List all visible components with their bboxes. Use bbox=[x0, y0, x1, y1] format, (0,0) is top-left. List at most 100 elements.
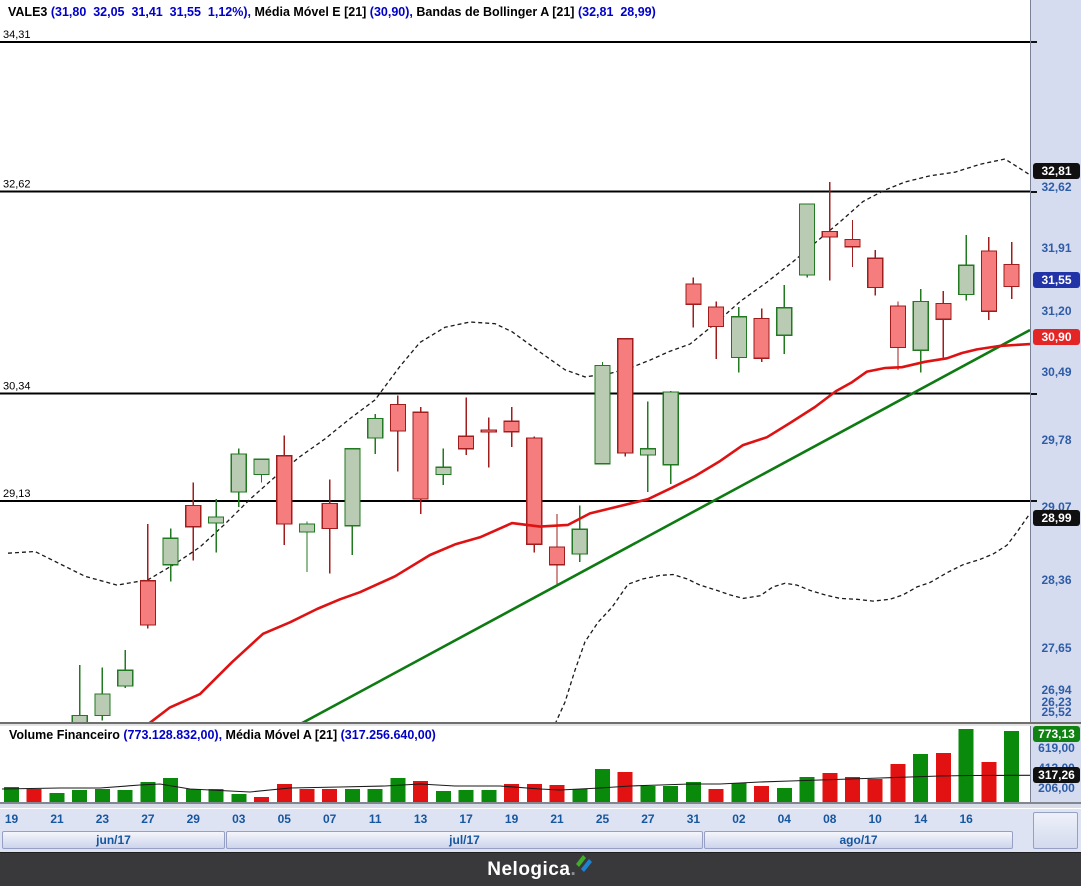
axis-price-label: 619,00 bbox=[1038, 741, 1075, 755]
price-level-label: 32,62 bbox=[3, 179, 31, 191]
candle bbox=[935, 302, 952, 320]
date-tick-label: 04 bbox=[777, 812, 791, 826]
axis-price-badge: 32,81 bbox=[1033, 163, 1080, 179]
volume-bar bbox=[4, 787, 19, 802]
chart-title: VALE3 (31,80 32,05 31,41 31,55 1,12%), M… bbox=[8, 5, 656, 19]
volume-bar bbox=[526, 784, 542, 802]
title-segment: VALE3 bbox=[8, 5, 51, 19]
candle bbox=[889, 305, 907, 349]
candle bbox=[639, 448, 657, 456]
volume-bar bbox=[254, 797, 269, 802]
title-segment: Média Móvel A [21] bbox=[225, 728, 341, 742]
volume-bar bbox=[981, 762, 997, 802]
date-tick-label: 02 bbox=[732, 812, 746, 826]
axis-price-label: 206,00 bbox=[1038, 781, 1075, 795]
axis-price-label: 31,20 bbox=[1041, 304, 1072, 318]
volume-bar bbox=[640, 786, 656, 802]
price-level-label: 30,34 bbox=[3, 381, 31, 393]
title-segment: (30,90), bbox=[369, 5, 417, 19]
volume-bar bbox=[958, 728, 974, 802]
volume-bar bbox=[344, 789, 360, 802]
date-tick-label: 14 bbox=[914, 812, 928, 826]
volume-bar bbox=[617, 772, 633, 802]
volume-bar bbox=[572, 789, 588, 802]
title-segment: (773.128.832,00), bbox=[123, 728, 226, 742]
date-tick-label: 11 bbox=[368, 812, 382, 826]
volume-bar bbox=[231, 794, 247, 802]
date-tick-label: 10 bbox=[868, 812, 882, 826]
candle bbox=[367, 418, 384, 439]
volume-bar bbox=[731, 783, 747, 802]
candle bbox=[185, 504, 202, 528]
axis-price-label: 32,62 bbox=[1041, 180, 1072, 194]
candle bbox=[798, 203, 816, 276]
volume-bar bbox=[299, 789, 315, 802]
axis-price-badge: 30,90 bbox=[1033, 329, 1080, 345]
month-cell: jun/17 bbox=[2, 831, 225, 849]
axis-price-label: 26,94 bbox=[1041, 683, 1072, 697]
date-axis[interactable]: 19 21 23 27 29 03 05 07 11 13 17 19 21 25 27 31 02 04 08 10… bbox=[0, 809, 1081, 852]
volume-bar bbox=[49, 793, 65, 802]
candle bbox=[276, 455, 293, 525]
candle bbox=[435, 466, 452, 475]
volume-bar bbox=[458, 790, 474, 802]
volume-bar bbox=[776, 788, 792, 802]
axis-price-badge: 31,55 bbox=[1033, 272, 1080, 288]
candle bbox=[162, 537, 179, 566]
candle bbox=[208, 516, 225, 524]
candle bbox=[821, 231, 838, 238]
candle bbox=[389, 403, 406, 432]
candle bbox=[321, 503, 338, 530]
pane-splitter[interactable] bbox=[0, 722, 1081, 726]
price-axis[interactable]: 32,62 31,91 31,20 30,49 29,78 29,07 28,36 27,65… bbox=[1030, 0, 1081, 852]
volume-bar bbox=[663, 786, 679, 802]
footer: Nelogica. bbox=[0, 852, 1081, 886]
date-tick-label: 25 bbox=[595, 812, 610, 826]
candle bbox=[548, 546, 566, 566]
candle bbox=[117, 669, 134, 687]
price-chart[interactable]: 34,31 32,62 30,34 29,13 bbox=[0, 0, 1030, 722]
date-tick-label: 27 bbox=[141, 812, 155, 826]
volume-bar bbox=[685, 782, 701, 802]
axis-price-label: 31,91 bbox=[1041, 241, 1072, 255]
candle bbox=[503, 420, 520, 433]
volume-bar bbox=[549, 785, 565, 802]
volume-bar bbox=[1004, 731, 1020, 802]
date-tick-label: 31 bbox=[686, 812, 701, 826]
price-pane[interactable]: 34,31 32,62 30,34 29,13 bbox=[0, 0, 1030, 722]
price-level-label: 34,31 bbox=[3, 29, 31, 41]
axis-price-badge: 28,99 bbox=[1033, 510, 1080, 526]
candle bbox=[912, 301, 929, 351]
date-tick-label: 21 bbox=[50, 812, 64, 826]
axis-tick bbox=[1031, 499, 1037, 502]
candle bbox=[139, 580, 156, 626]
volume-bar bbox=[595, 769, 610, 802]
candle bbox=[412, 411, 429, 500]
date-tick-label: 03 bbox=[232, 812, 246, 826]
volume-bar bbox=[94, 789, 110, 802]
date-tick-label: 23 bbox=[95, 812, 110, 826]
candle bbox=[253, 458, 270, 475]
date-tick-label: 19 bbox=[504, 812, 519, 826]
volume-ma-line bbox=[1, 774, 1030, 793]
candle bbox=[1003, 263, 1020, 288]
volume-chart[interactable] bbox=[0, 726, 1030, 802]
volume-bar bbox=[208, 789, 224, 802]
volume-bar bbox=[276, 784, 292, 802]
candle bbox=[707, 306, 725, 327]
volume-bar bbox=[754, 786, 770, 802]
volume-pane[interactable] bbox=[0, 726, 1030, 802]
month-cell: ago/17 bbox=[704, 831, 1013, 849]
volume-bar bbox=[140, 782, 156, 802]
volume-bar bbox=[890, 764, 906, 802]
title-segment: (32,81 28,99) bbox=[577, 5, 656, 19]
candle bbox=[753, 317, 770, 359]
volume-bar bbox=[26, 789, 42, 802]
candle bbox=[344, 448, 361, 527]
candle bbox=[730, 316, 748, 359]
date-tick-label: 27 bbox=[641, 812, 655, 826]
volume-bar bbox=[845, 777, 860, 802]
date-tick-label: 08 bbox=[823, 812, 837, 826]
date-tick-label: 17 bbox=[459, 812, 473, 826]
